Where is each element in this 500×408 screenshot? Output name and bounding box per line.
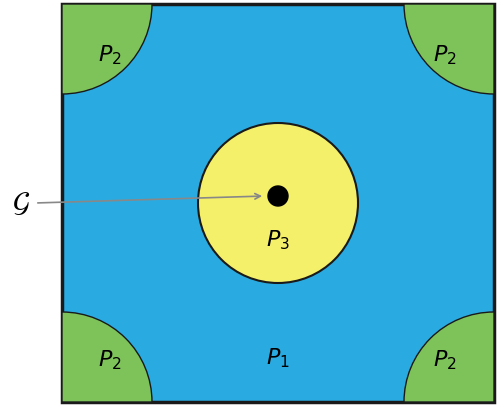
Wedge shape <box>404 312 494 402</box>
Text: $P_3$: $P_3$ <box>266 228 290 252</box>
Text: $\mathcal{G}$: $\mathcal{G}$ <box>12 189 30 217</box>
Wedge shape <box>62 312 152 402</box>
Bar <box>62 4 494 402</box>
Text: $P_1$: $P_1$ <box>266 346 290 370</box>
Wedge shape <box>62 4 152 94</box>
Text: $P_2$: $P_2$ <box>433 43 457 67</box>
Text: $P_2$: $P_2$ <box>98 43 122 67</box>
Text: $P_2$: $P_2$ <box>98 348 122 372</box>
Circle shape <box>198 123 358 283</box>
Wedge shape <box>404 4 494 94</box>
Text: $P_2$: $P_2$ <box>433 348 457 372</box>
Circle shape <box>268 186 288 206</box>
